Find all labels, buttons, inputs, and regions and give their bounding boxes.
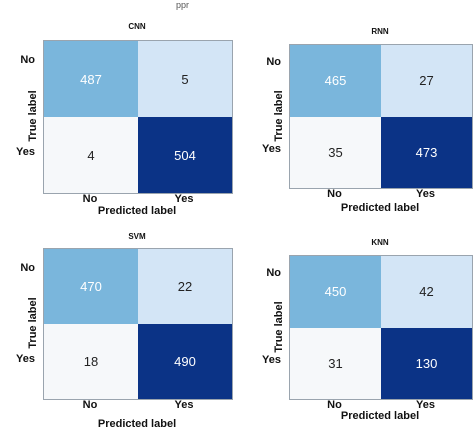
rnn-row-label-no: No (266, 55, 281, 68)
svm-title: SVM (128, 232, 146, 241)
rnn-matrix: 465 27 35 473 (289, 44, 473, 189)
cnn-x-axis-label: Predicted label (97, 205, 177, 217)
rnn-cell-no-yes: 27 (381, 45, 472, 117)
rnn-col-label-yes: Yes (416, 188, 435, 200)
rnn-x-axis-label: Predicted label (340, 202, 420, 214)
cnn-row-label-yes: Yes (16, 146, 35, 158)
svm-cell-no-yes: 22 (138, 249, 232, 324)
svm-cell-no-no: 470 (44, 249, 138, 324)
knn-cell-no-no: 450 (290, 256, 381, 328)
cnn-cell-yes-yes: 504 (138, 117, 232, 193)
rnn-cell-yes-no: 35 (290, 116, 381, 188)
cnn-col-label-no: No (82, 193, 98, 205)
svm-x-axis-label: Predicted label (97, 418, 177, 430)
cnn-cell-yes-no: 4 (44, 117, 138, 193)
rnn-y-axis-label: True label (273, 89, 285, 142)
rnn-title: RNN (371, 27, 389, 36)
rnn-row-label-yes: Yes (262, 143, 281, 156)
svm-y-axis-label: True label (27, 297, 39, 349)
knn-x-axis-label: Predicted label (340, 410, 420, 422)
rnn-cell-no-no: 465 (290, 45, 381, 117)
svm-row-label-yes: Yes (16, 352, 35, 365)
knn-matrix: 450 42 31 130 (289, 255, 473, 400)
svm-cell-yes-no: 18 (44, 324, 138, 399)
knn-row-label-yes: Yes (262, 354, 281, 367)
svm-row-label-no: No (20, 261, 35, 274)
cnn-row-label-no: No (20, 54, 35, 66)
svm-col-label-no: No (82, 399, 98, 411)
knn-y-axis-label: True label (273, 300, 285, 353)
cnn-y-axis-label: True label (27, 90, 39, 142)
cnn-cell-no-yes: 5 (138, 41, 232, 117)
rnn-col-label-no: No (327, 188, 342, 200)
cnn-cell-no-no: 487 (44, 41, 138, 117)
cnn-matrix: 487 5 4 504 (43, 40, 233, 194)
knn-cell-no-yes: 42 (381, 256, 472, 328)
cnn-title: CNN (128, 22, 146, 31)
knn-row-label-no: No (266, 266, 281, 279)
svm-matrix: 470 22 18 490 (43, 248, 233, 400)
svm-col-label-yes: Yes (174, 399, 194, 411)
knn-cell-yes-yes: 130 (381, 327, 472, 399)
svm-cell-yes-yes: 490 (138, 324, 232, 399)
knn-col-label-yes: Yes (416, 399, 435, 411)
knn-title: KNN (371, 238, 389, 247)
cropped-caption-text: ppr (176, 0, 190, 10)
cnn-col-label-yes: Yes (174, 193, 194, 205)
knn-col-label-no: No (327, 399, 342, 411)
rnn-cell-yes-yes: 473 (381, 116, 472, 188)
knn-cell-yes-no: 31 (290, 327, 381, 399)
